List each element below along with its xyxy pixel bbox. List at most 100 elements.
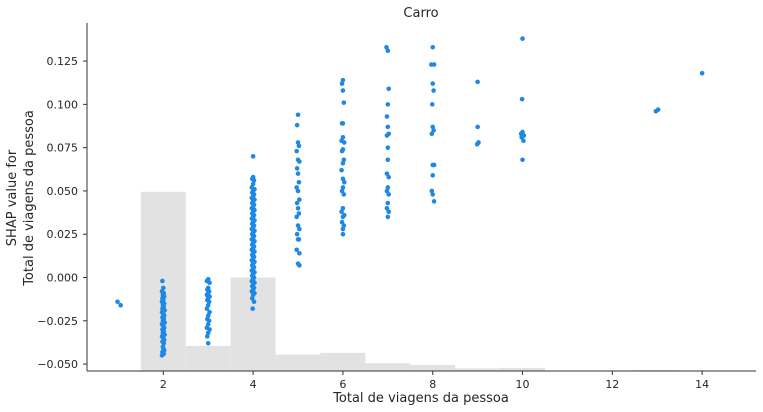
y-tick-label: −0.050 [37, 358, 78, 371]
data-point [204, 306, 210, 311]
data-point [519, 96, 525, 102]
data-point [207, 309, 212, 315]
data-point [206, 299, 212, 305]
data-point [295, 188, 301, 194]
data-point [251, 299, 257, 305]
y-tick-label: 0.050 [47, 185, 79, 198]
data-point [340, 160, 346, 166]
y-tick-label: 0.000 [47, 272, 79, 285]
data-point [297, 226, 302, 232]
data-point [430, 81, 436, 86]
x-tick-label: 4 [250, 378, 257, 391]
data-point [250, 154, 256, 159]
data-point [341, 140, 347, 145]
data-point [295, 140, 301, 145]
data-point [205, 302, 211, 308]
data-point [341, 157, 347, 163]
data-point [384, 188, 390, 194]
data-point [655, 107, 661, 112]
data-point [340, 77, 346, 83]
histogram-bar [275, 354, 321, 371]
data-point [386, 86, 392, 92]
data-point [294, 166, 300, 171]
data-point [385, 48, 391, 54]
data-point [341, 192, 347, 197]
data-point [340, 205, 346, 211]
data-point [339, 121, 345, 126]
chart-title: Carro [403, 6, 438, 21]
data-point [340, 214, 346, 220]
data-point [340, 185, 346, 190]
data-point [250, 181, 256, 187]
data-point [160, 278, 165, 284]
data-point [521, 138, 526, 144]
axes [86, 23, 756, 372]
data-point [296, 179, 302, 185]
data-point [250, 292, 256, 298]
data-point [161, 285, 166, 291]
x-tick-label: 8 [429, 378, 436, 391]
data-point [340, 88, 346, 93]
x-axis-label: Total de viagens da pessoa [332, 391, 509, 406]
data-point [385, 185, 391, 190]
y-tick-label: −0.025 [37, 315, 78, 328]
data-point [384, 171, 390, 176]
data-point [339, 219, 345, 225]
data-point [250, 306, 255, 311]
data-point [475, 124, 480, 130]
histogram-bar [365, 363, 411, 371]
data-point [429, 188, 435, 194]
data-point [385, 102, 391, 107]
data-point [431, 162, 437, 168]
data-point [296, 211, 302, 216]
data-point [115, 299, 120, 305]
data-point [294, 185, 299, 190]
data-point [297, 263, 302, 268]
data-point [386, 192, 392, 197]
points-layer [115, 36, 705, 358]
data-point [699, 70, 705, 76]
y-tick-label: 0.075 [47, 142, 79, 155]
data-point [205, 313, 211, 318]
data-point [340, 231, 346, 237]
data-point [205, 321, 211, 327]
data-point [340, 134, 346, 140]
data-point [385, 157, 391, 163]
data-point [430, 44, 436, 50]
data-point [251, 178, 257, 183]
data-point [206, 318, 212, 324]
data-point [431, 62, 437, 67]
histogram-bar [320, 352, 366, 371]
x-tick-label: 2 [160, 378, 167, 391]
data-point [475, 79, 480, 85]
data-point [295, 171, 301, 176]
data-point [384, 133, 390, 138]
data-point [386, 209, 392, 215]
x-tick-label: 12 [605, 378, 619, 391]
data-point [205, 334, 210, 339]
data-point [339, 81, 345, 86]
y-tick-label: 0.125 [47, 55, 79, 68]
data-point [294, 214, 299, 220]
data-point [520, 157, 525, 163]
data-point [294, 200, 300, 206]
data-point [431, 88, 436, 93]
histogram-bar [185, 345, 231, 371]
data-point [384, 205, 390, 211]
data-point [430, 124, 436, 130]
histogram-bar [410, 364, 456, 371]
data-point [384, 44, 389, 50]
data-point [339, 167, 344, 173]
data-point [430, 192, 436, 197]
data-point [207, 327, 212, 332]
x-tick-label: 6 [339, 378, 346, 391]
data-point [341, 179, 347, 185]
data-point [385, 214, 391, 220]
data-point [431, 128, 436, 133]
data-point [295, 223, 301, 228]
x-tick-label: 14 [695, 378, 709, 391]
histogram-bar [500, 367, 545, 371]
data-point [249, 295, 255, 301]
y-axis-label-line-2: Total de viagens da pessoa [22, 110, 37, 287]
data-point [118, 302, 123, 308]
